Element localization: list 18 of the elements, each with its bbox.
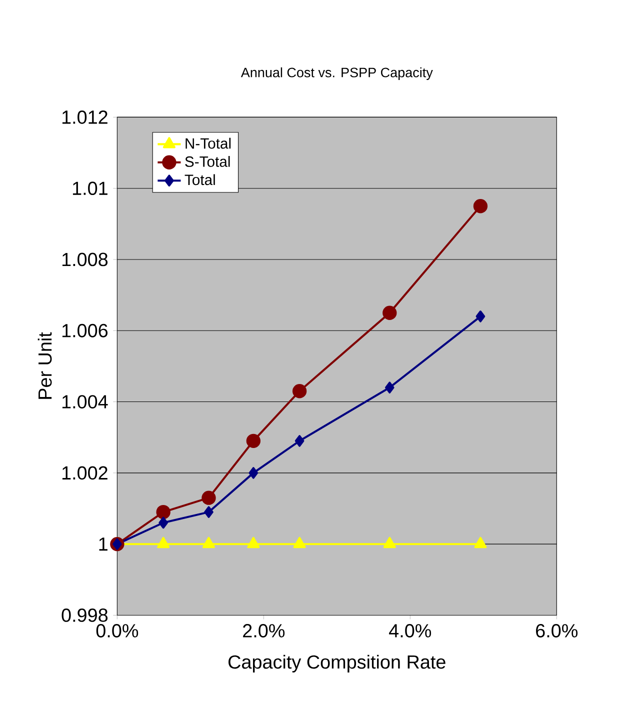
y-tick-label: 1.008	[62, 252, 108, 266]
legend-label: Total	[184, 174, 215, 186]
y-tick-label: 1.006	[62, 324, 108, 338]
legend-label: S-Total	[185, 156, 230, 167]
y-tick-label: 1.012	[62, 110, 108, 124]
x-tick-label: 6.0%	[536, 624, 578, 638]
x-axis-title: Capacity Compsition Rate	[228, 654, 446, 672]
legend-label: N-Total	[186, 138, 231, 149]
x-tick-label: 4.0%	[389, 624, 432, 638]
y-axis-title: Per Unit	[38, 332, 52, 399]
x-tick-label: 2.0%	[243, 624, 285, 638]
y-tick-label: 1	[99, 538, 108, 551]
y-tick-label: 0.998	[62, 608, 108, 622]
y-tick-label: 1.01	[73, 182, 108, 196]
x-tick-label: 0.0%	[96, 624, 138, 638]
y-tick-label: 1.002	[62, 466, 108, 480]
chart-title: Annual Cost vs. PSPP Capacity	[241, 67, 433, 80]
y-tick-label: 1.004	[62, 395, 108, 408]
